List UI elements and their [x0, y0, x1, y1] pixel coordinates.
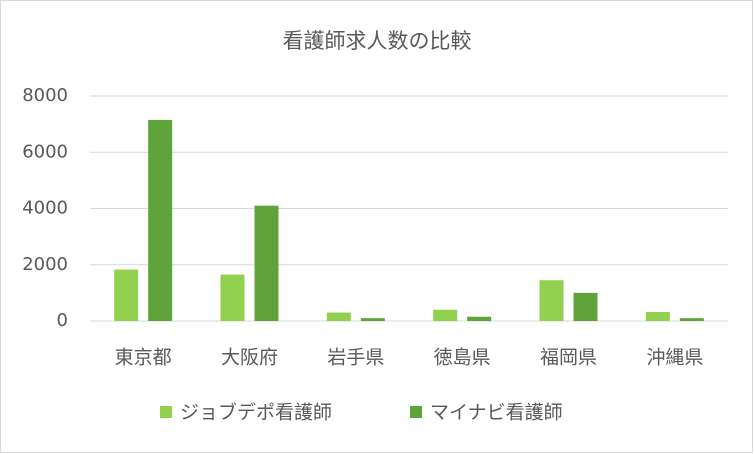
y-tick-label: 6000	[22, 141, 68, 162]
legend-label: マイナビ看護師	[430, 402, 563, 424]
bar	[645, 312, 670, 321]
bar	[539, 280, 564, 321]
bar	[573, 292, 598, 321]
chart-title: 看護師求人数の比較	[283, 29, 472, 53]
bar	[360, 318, 385, 321]
bar	[467, 316, 492, 321]
x-tick-label: 沖縄県	[646, 347, 703, 369]
bar	[433, 309, 458, 321]
bar	[326, 312, 351, 321]
legend-swatch	[410, 406, 422, 418]
y-tick-label: 8000	[22, 85, 68, 106]
x-tick-label: 福岡県	[540, 347, 597, 369]
x-tick-label: 徳島県	[434, 347, 491, 369]
legend-swatch	[160, 406, 172, 418]
legend-label: ジョブデポ看護師	[180, 401, 332, 424]
y-tick-label: 4000	[22, 198, 68, 219]
x-tick-label: 大阪府	[221, 347, 278, 369]
x-tick-label: 東京都	[115, 347, 172, 369]
bar	[220, 274, 245, 321]
x-tick-label: 岩手県	[327, 347, 384, 369]
bar	[254, 205, 279, 321]
y-tick-label: 2000	[22, 254, 68, 275]
bar	[148, 119, 173, 321]
y-tick-label: 0	[57, 310, 68, 331]
bar	[114, 269, 139, 321]
bar	[679, 318, 704, 321]
